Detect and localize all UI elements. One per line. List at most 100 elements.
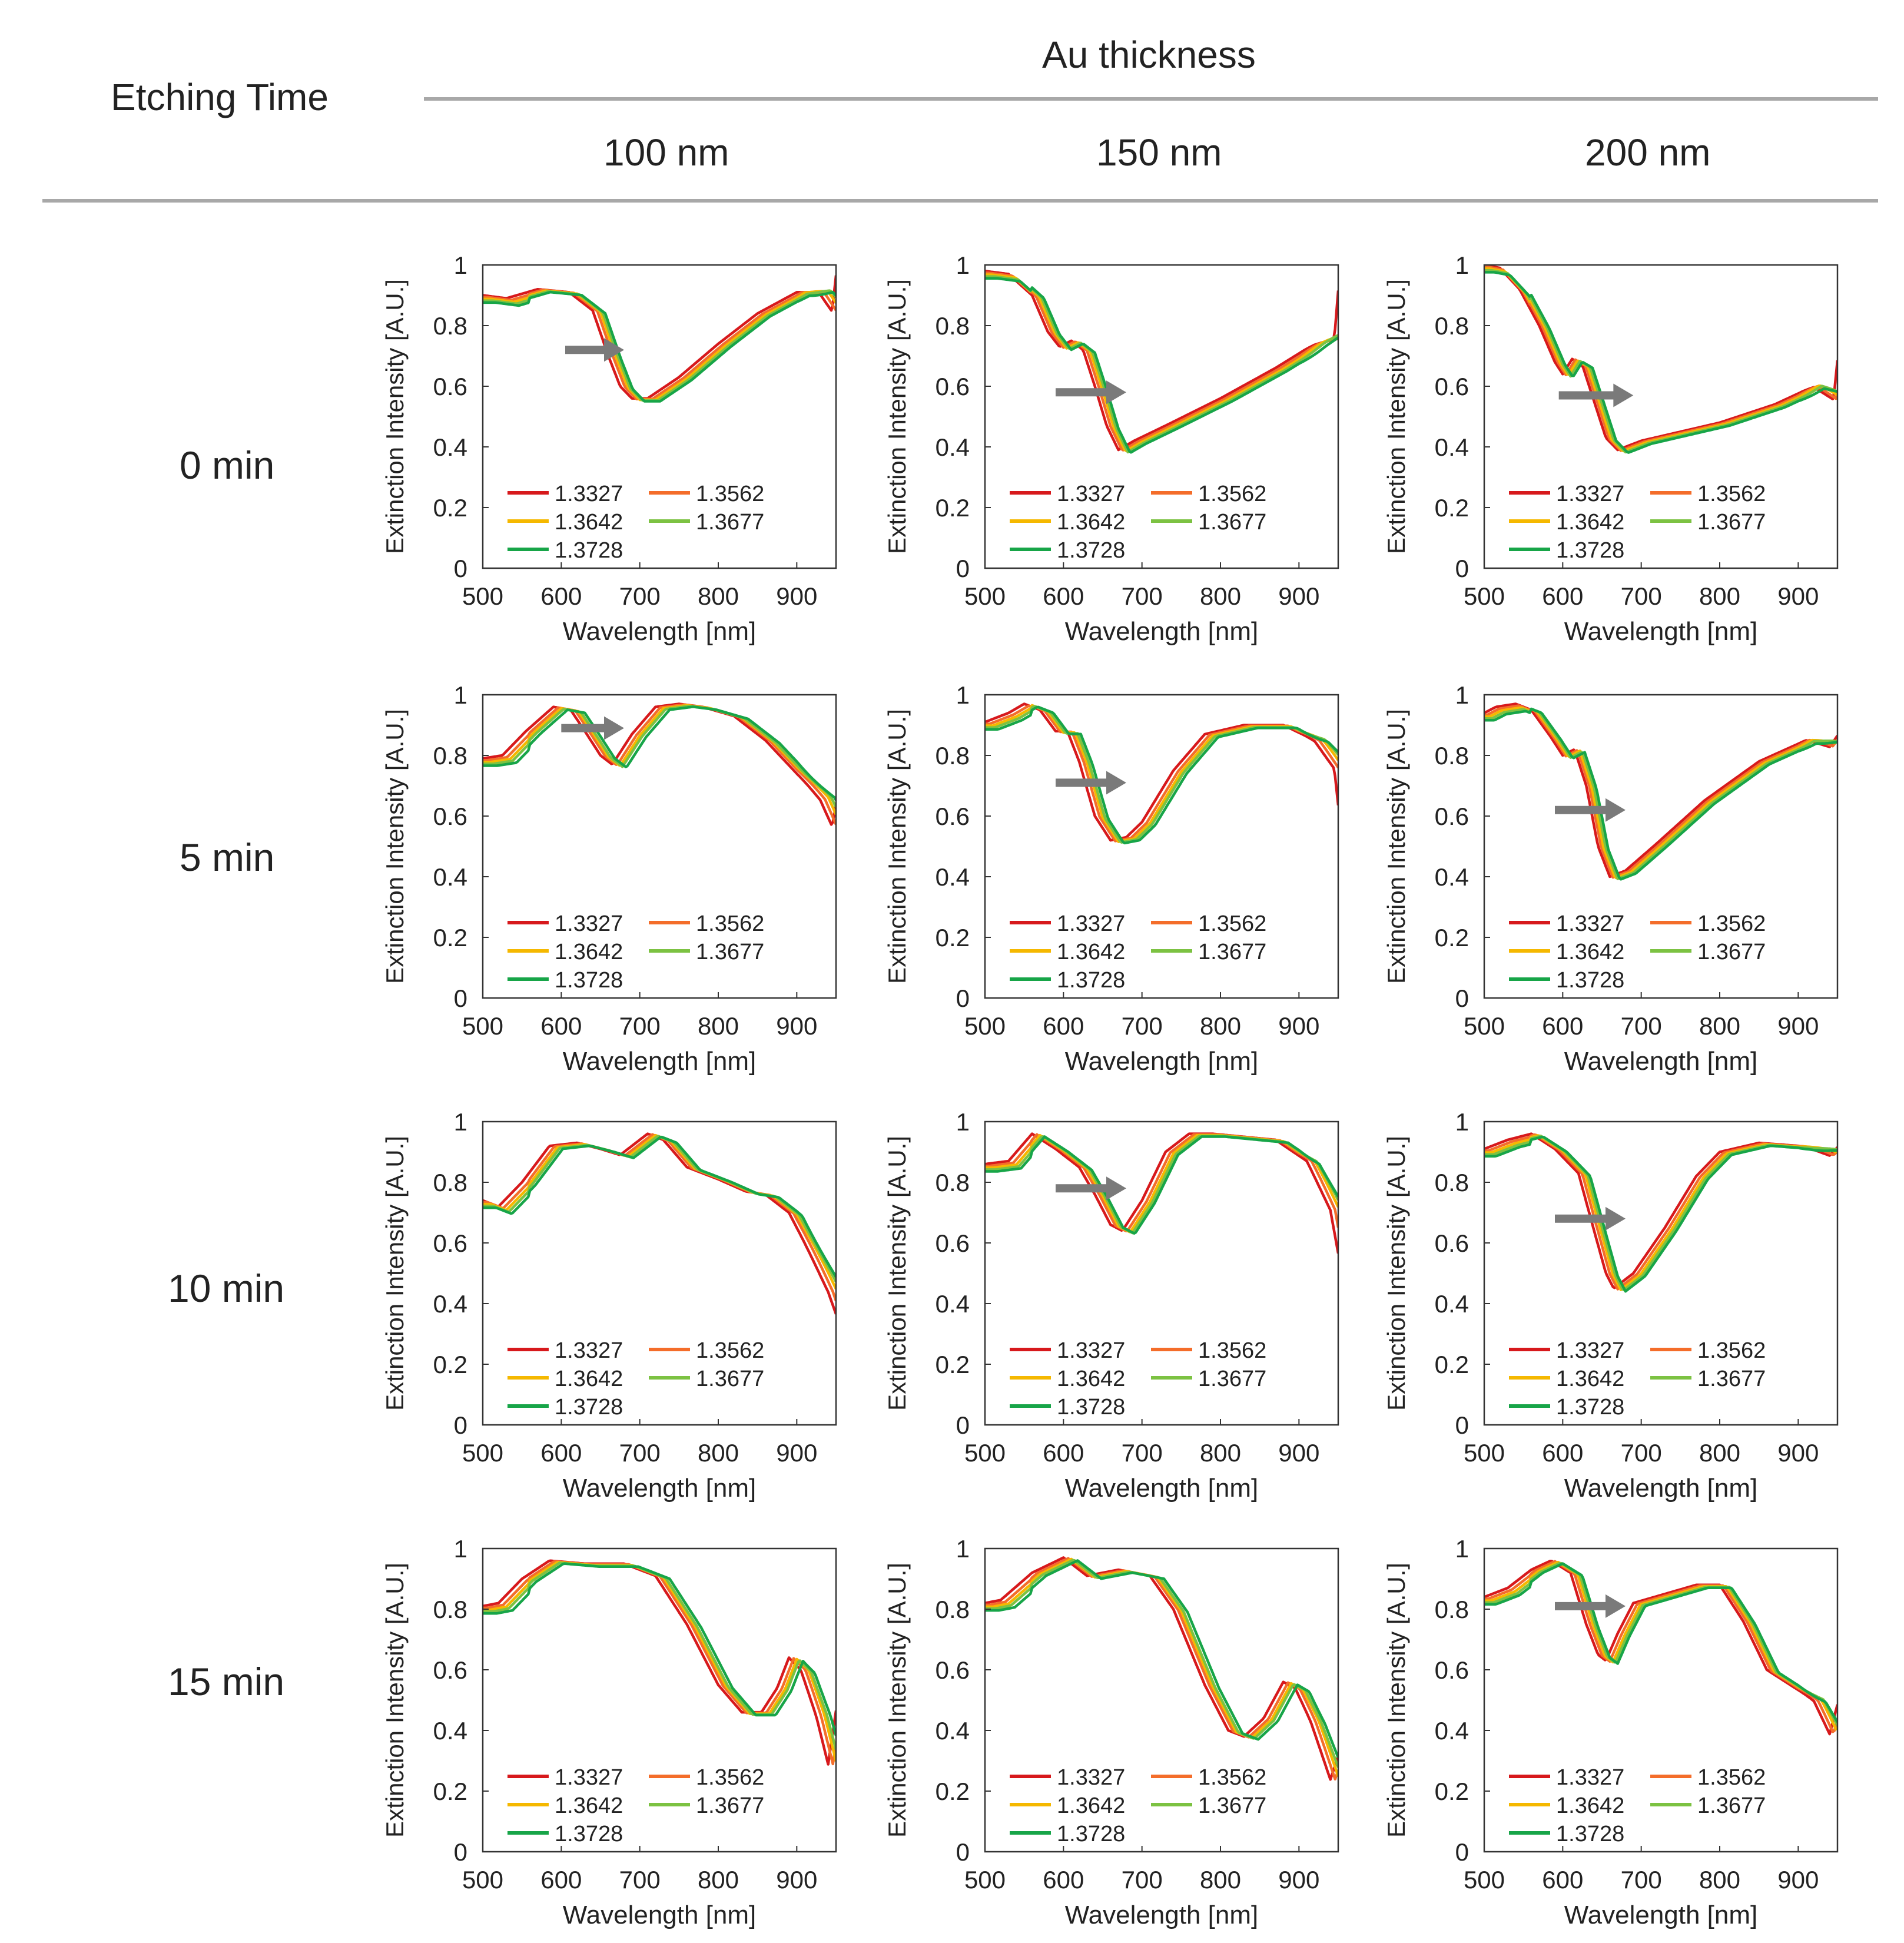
legend-label-1.3677: 1.3677 [1697,1367,1766,1391]
y-tick-label: 1 [1455,1108,1469,1136]
legend-label-1.3677: 1.3677 [1198,510,1266,535]
legend-label-1.3642: 1.3642 [1556,510,1624,535]
x-tick-label: 500 [1464,1012,1505,1040]
y-tick-label: 0.4 [1435,1290,1469,1318]
legend-label-1.3562: 1.3562 [1697,911,1766,936]
x-tick-label: 800 [698,1012,739,1040]
y-tick-label: 0.2 [936,924,970,951]
y-tick-label: 0.2 [433,494,467,522]
shift-arrow-head [604,338,624,362]
x-tick-label: 900 [1777,1012,1819,1040]
series-line-1.3642 [483,1133,836,1290]
x-tick-label: 800 [1699,1439,1740,1467]
legend-label-1.3677: 1.3677 [1697,510,1766,535]
series-line-1.3677 [985,1559,1338,1768]
legend-label-1.3728: 1.3728 [1556,538,1624,563]
x-tick-label: 600 [1542,582,1583,610]
x-tick-label: 900 [1278,1866,1319,1894]
chart-panel: 500 600 700 800 900 0 0.2 0.4 0.6 0.8 1 Wavelength … [381,1535,837,1929]
legend-label-1.3562: 1.3562 [1697,1338,1766,1363]
plot-frame [984,1547,1339,1853]
legend-label-1.3642: 1.3642 [555,1367,623,1391]
x-tick-label: 500 [1464,582,1505,610]
series-line-1.3642 [985,273,1338,453]
x-tick-label: 500 [964,582,1006,610]
y-tick-label: 1 [956,1108,970,1136]
y-tick-label: 0.4 [433,863,467,891]
x-axis-label: Wavelength [nm] [1564,617,1758,646]
x-axis-label: Wavelength [nm] [1564,1474,1758,1503]
legend-label-1.3327: 1.3327 [555,482,623,506]
x-tick-label: 700 [1122,1439,1163,1467]
y-tick-label: 0.2 [433,924,467,951]
y-tick-label: 0.2 [433,1778,467,1805]
y-tick-label: 0 [956,984,970,1012]
plot-frame [482,694,837,999]
y-tick-label: 1 [454,681,467,709]
plot-frame [984,694,1339,999]
shift-arrow-head [1106,771,1126,795]
plot-frame [984,1120,1339,1426]
x-tick-label: 800 [1699,1012,1740,1040]
series-line-1.3562 [483,1133,836,1302]
y-axis-label: Extinction Intensity [A.U.] [883,1563,911,1838]
series-line-1.3327 [483,1559,836,1766]
legend-label-1.3642: 1.3642 [1556,1793,1624,1818]
x-tick-label: 800 [698,1866,739,1894]
x-tick-label: 600 [540,1439,582,1467]
x-tick-label: 800 [698,1439,739,1467]
series-line-1.3677 [985,275,1338,454]
legend-label-1.3728: 1.3728 [555,538,623,563]
x-tick-label: 600 [1043,1439,1084,1467]
x-tick-label: 800 [1699,1866,1740,1894]
legend-label-1.3562: 1.3562 [696,1338,764,1363]
y-tick-label: 0.4 [936,1717,970,1745]
y-tick-label: 0.8 [936,742,970,770]
x-tick-label: 900 [776,1012,817,1040]
legend-label-1.3327: 1.3327 [555,1338,623,1363]
row-label-10min: 10 min [168,1266,285,1310]
legend-label-1.3642: 1.3642 [1057,510,1125,535]
y-axis-label: Extinction Intensity [A.U.] [883,1136,911,1411]
x-tick-label: 700 [1621,1866,1662,1894]
y-tick-label: 0.8 [433,1169,467,1196]
x-axis-label: Wavelength [nm] [563,1474,757,1503]
x-axis-label: Wavelength [nm] [1065,1901,1259,1929]
row-label-15min: 15 min [168,1660,285,1703]
legend-label-1.3728: 1.3728 [1057,968,1125,993]
y-tick-label: 0.8 [936,1169,970,1196]
y-tick-label: 0.6 [1435,1656,1469,1684]
legend-label-1.3642: 1.3642 [1556,1367,1624,1391]
x-axis-label: Wavelength [nm] [1564,1047,1758,1076]
legend-label-1.3677: 1.3677 [1198,940,1266,964]
y-axis-label: Extinction Intensity [A.U.] [381,1136,409,1411]
y-tick-label: 1 [1455,681,1469,709]
x-tick-label: 900 [776,1439,817,1467]
x-tick-label: 800 [1200,1439,1241,1467]
series-line-1.3327 [985,1132,1338,1254]
y-tick-label: 0 [1455,1411,1469,1439]
header-rule [42,199,1878,203]
legend-label-1.3677: 1.3677 [696,1367,764,1391]
y-tick-label: 0.4 [936,1290,970,1318]
x-tick-label: 500 [1464,1866,1505,1894]
y-tick-label: 0 [454,984,467,1012]
shift-arrow-head [1613,383,1634,407]
series-line-1.3728 [483,1562,836,1736]
y-tick-label: 0.6 [433,1229,467,1257]
legend-label-1.3642: 1.3642 [555,1793,623,1818]
y-tick-label: 0 [1455,1838,1469,1866]
x-tick-label: 700 [619,1012,661,1040]
legend-label-1.3327: 1.3327 [1057,482,1125,506]
y-axis-label: Extinction Intensity [A.U.] [381,1563,409,1838]
x-tick-label: 900 [1278,582,1319,610]
y-tick-label: 0.4 [433,1717,467,1745]
legend-label-1.3677: 1.3677 [1697,940,1766,964]
legend-label-1.3677: 1.3677 [1198,1793,1266,1818]
chart-panel: 500 600 700 800 900 0 0.2 0.4 0.6 0.8 1 Wavelength … [1382,681,1839,1076]
series-line-1.3642 [1484,706,1837,880]
y-tick-label: 0.2 [936,1351,970,1378]
y-tick-label: 0 [454,1411,467,1439]
column-header-100nm: 100 nm [603,131,729,174]
legend-label-1.3562: 1.3562 [696,482,764,506]
